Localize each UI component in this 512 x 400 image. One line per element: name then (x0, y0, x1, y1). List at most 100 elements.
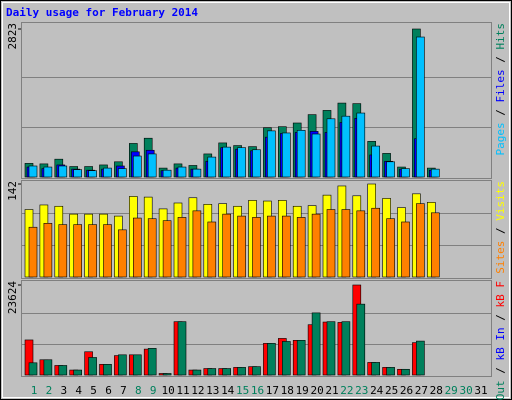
bar (311, 213, 321, 278)
x-tick-label: 9 (150, 384, 157, 397)
bar (162, 169, 172, 178)
bar (237, 367, 246, 376)
bar (162, 373, 172, 376)
x-tick-label: 11 (176, 384, 189, 397)
bar (43, 359, 53, 376)
bar (73, 169, 82, 178)
legend-separator: / (494, 103, 507, 123)
bar (103, 364, 112, 376)
x-tick-label: 6 (105, 384, 112, 397)
bar (401, 368, 410, 376)
legend-entry: kB Out (494, 380, 507, 400)
legend-entry: kB F (494, 281, 507, 308)
x-tick-label: 20 (310, 384, 323, 397)
bar (430, 212, 440, 278)
x-tick-label: 12 (191, 384, 204, 397)
bar (296, 340, 306, 376)
bar (326, 118, 336, 178)
bar (386, 218, 395, 278)
bar (192, 168, 202, 178)
bar (296, 130, 306, 178)
x-tick-label: 10 (161, 384, 174, 397)
bar (356, 210, 366, 278)
x-tick-label: 5 (90, 384, 97, 397)
bar (118, 168, 127, 178)
bar (311, 133, 321, 178)
x-tick-label: 29 (445, 384, 458, 397)
bar (43, 166, 53, 178)
legend: Sites / Visits (494, 181, 507, 274)
bar (252, 149, 261, 178)
legend-entry: Pages (494, 122, 507, 155)
legend: kB Out / kB In / kB F (494, 281, 507, 400)
x-tick-label: 7 (120, 384, 127, 397)
bar (222, 368, 231, 376)
legend-entry: Hits (494, 23, 507, 50)
x-tick-label: 25 (385, 384, 398, 397)
legend-separator: / (494, 221, 507, 241)
bar (177, 166, 187, 178)
bar (371, 145, 381, 178)
x-tick-label: 22 (340, 384, 353, 397)
bar (341, 321, 351, 376)
legend-separator: / (494, 50, 507, 70)
x-tick-label: 17 (266, 384, 279, 397)
bar (207, 221, 217, 278)
bar (341, 115, 351, 178)
legend-entry: Sites (494, 241, 507, 274)
bar (311, 312, 321, 376)
bar (147, 153, 157, 178)
bar (416, 340, 425, 376)
y-tick-label: 2823 (6, 23, 19, 50)
bar (162, 220, 172, 278)
bar (43, 222, 53, 278)
bar (28, 362, 38, 376)
bar (222, 146, 231, 178)
bar (177, 217, 187, 278)
bar (147, 348, 157, 376)
bar (281, 132, 291, 178)
x-tick-label: 23 (355, 384, 368, 397)
bar (58, 224, 68, 278)
bar (430, 168, 440, 178)
x-tick-label: 2 (46, 384, 53, 397)
bar (192, 210, 202, 278)
bar (296, 217, 306, 278)
legend-separator: / (494, 308, 507, 328)
x-tick-label: 28 (430, 384, 443, 397)
bar (28, 165, 38, 178)
bar (252, 217, 261, 278)
bar (371, 207, 381, 278)
x-tick-label: 15 (236, 384, 249, 397)
bar (267, 130, 276, 178)
bar (252, 366, 261, 376)
bar (416, 203, 425, 278)
bar (401, 221, 410, 278)
bar (267, 343, 276, 376)
x-tick-label: 24 (370, 384, 384, 397)
x-tick-label: 19 (296, 384, 309, 397)
bar (103, 167, 112, 178)
bar (133, 155, 142, 178)
bar (237, 147, 246, 178)
bar (58, 165, 68, 178)
bar (401, 168, 410, 178)
bar (103, 224, 112, 278)
x-tick-label: 16 (251, 384, 264, 397)
bar (416, 36, 425, 178)
bar (356, 303, 366, 376)
bar (386, 161, 395, 178)
legend-separator: / (494, 361, 507, 381)
bar (207, 156, 217, 178)
panel (21, 280, 492, 377)
legend-entry: Visits (494, 181, 507, 221)
y-tick-label: 23624 (6, 281, 19, 314)
x-tick-label: 31 (474, 384, 487, 397)
x-tick-label: 3 (60, 384, 67, 397)
legend-entry: kB In (494, 327, 507, 360)
bar (88, 224, 97, 278)
bar (147, 218, 157, 278)
bar (133, 354, 142, 376)
bar (281, 215, 291, 278)
